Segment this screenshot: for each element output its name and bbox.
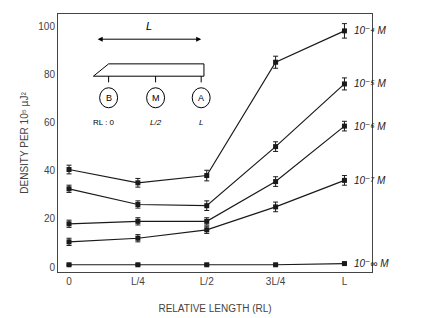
svg-text:60: 60 — [44, 117, 56, 128]
svg-text:RL : 0: RL : 0 — [93, 118, 115, 127]
svg-text:L: L — [199, 118, 203, 127]
svg-text:L/4: L/4 — [131, 276, 145, 287]
svg-text:L/2: L/2 — [150, 118, 162, 127]
svg-text:10⁻⁵ M: 10⁻⁵ M — [354, 78, 386, 89]
svg-text:0: 0 — [66, 276, 72, 287]
svg-text:L: L — [342, 276, 348, 287]
svg-text:DENSITY PER 10⁵ µJ²: DENSITY PER 10⁵ µJ² — [19, 92, 30, 194]
svg-text:20: 20 — [44, 213, 56, 224]
svg-text:M: M — [152, 93, 160, 103]
svg-text:B: B — [106, 93, 112, 103]
svg-text:10⁻∞ M: 10⁻∞ M — [354, 258, 389, 269]
svg-text:0: 0 — [49, 262, 55, 273]
svg-text:10⁻⁷ M: 10⁻⁷ M — [354, 175, 386, 186]
svg-text:L: L — [146, 20, 152, 32]
svg-text:L/2: L/2 — [200, 276, 214, 287]
svg-text:80: 80 — [44, 69, 56, 80]
svg-text:10⁻⁴ M: 10⁻⁴ M — [354, 25, 387, 36]
svg-text:A: A — [198, 93, 204, 103]
svg-text:100: 100 — [38, 21, 55, 32]
svg-text:10⁻⁶ M: 10⁻⁶ M — [354, 121, 386, 132]
svg-text:RELATIVE LENGTH (RL): RELATIVE LENGTH (RL) — [158, 303, 271, 314]
svg-text:40: 40 — [44, 165, 56, 176]
svg-text:3L/4: 3L/4 — [266, 276, 286, 287]
